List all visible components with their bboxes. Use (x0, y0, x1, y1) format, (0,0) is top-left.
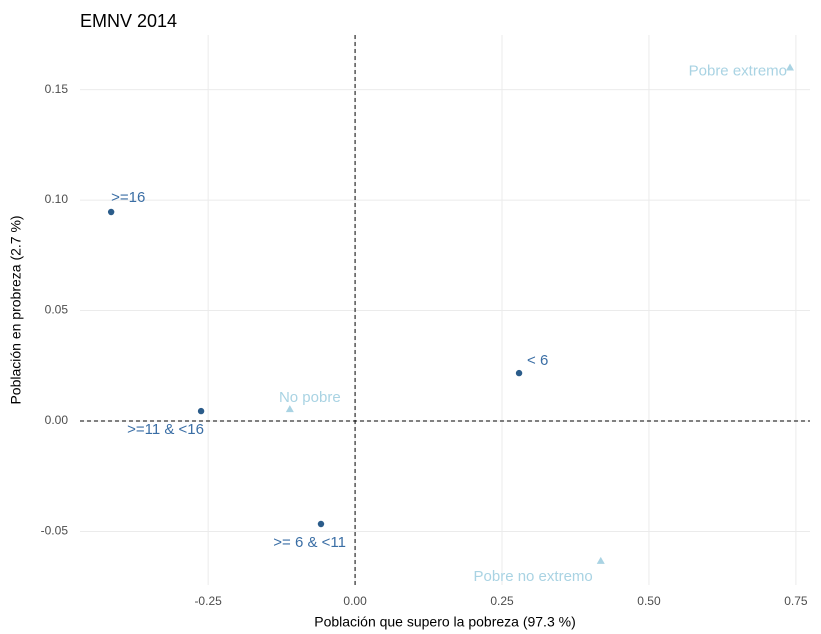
point-label: Pobre no extremo (474, 568, 593, 585)
point (515, 369, 523, 377)
y-tick-label: 0.10 (45, 192, 69, 206)
y-tick-label: 0.15 (45, 82, 69, 96)
x-axis-label: Población que supero la pobreza (97.3 %) (314, 614, 576, 630)
point-label: Pobre extremo (689, 62, 787, 79)
y-tick-label: -0.05 (41, 524, 69, 538)
y-axis-label: Población en probreza (2.7 %) (8, 215, 24, 404)
triangle-point (285, 405, 294, 413)
point-label: >=11 & <16 (127, 421, 204, 438)
chart-title: EMNV 2014 (80, 11, 177, 31)
point-label: >= 6 & <11 (273, 534, 346, 551)
point (107, 208, 115, 216)
point-label: No pobre (279, 389, 341, 406)
point-label: >=16 (111, 189, 145, 206)
y-tick-label: 0.05 (45, 303, 69, 317)
triangle-point (596, 556, 605, 564)
y-tick-label: 0.00 (45, 413, 69, 427)
point-label: < 6 (527, 352, 548, 369)
point (197, 407, 205, 415)
x-tick-label: -0.25 (194, 594, 222, 608)
x-tick-label: 0.75 (784, 594, 808, 608)
x-tick-label: 0.25 (490, 594, 514, 608)
point (317, 520, 325, 528)
x-tick-label: 0.00 (343, 594, 367, 608)
triangle-point (786, 63, 795, 71)
x-tick-label: 0.50 (637, 594, 661, 608)
